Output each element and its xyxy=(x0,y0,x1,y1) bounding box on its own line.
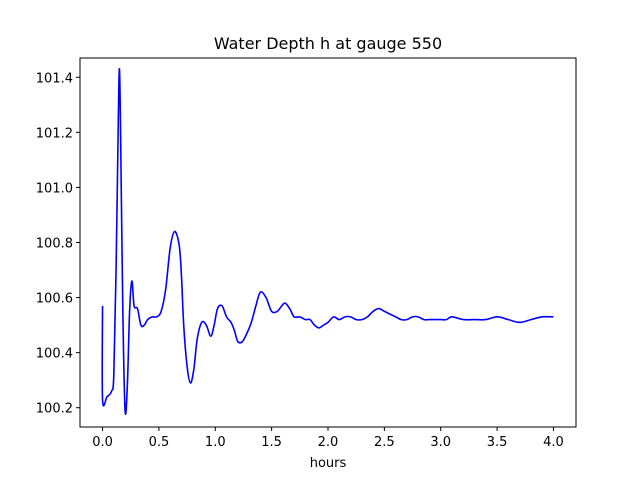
axis-ticks: 0.0 0.5 1.0 1.5 2.0 2.5 3.0 3.5 4.0 100.2 100.4 100… xyxy=(36,71,564,450)
y-tick-label: 100.4 xyxy=(36,347,73,362)
x-tick-label: 1.0 xyxy=(205,435,226,450)
x-tick-label: 3.0 xyxy=(430,435,451,450)
x-tick-label: 3.5 xyxy=(487,435,508,450)
y-tick-label: 100.8 xyxy=(36,237,73,252)
x-tick-label: 4.0 xyxy=(543,435,564,450)
plot-frame xyxy=(79,57,577,428)
x-tick-label: 2.0 xyxy=(318,435,339,450)
y-tick-label: 100.2 xyxy=(36,402,73,417)
y-tick-label: 100.6 xyxy=(36,292,73,307)
y-tick-label: 101.0 xyxy=(36,181,73,196)
x-tick-label: 0.5 xyxy=(149,435,170,450)
y-tick-label: 101.4 xyxy=(36,71,73,86)
plot-area xyxy=(101,68,554,415)
chart-title: Water Depth h at gauge 550 xyxy=(214,34,442,53)
y-tick-label: 101.2 xyxy=(36,126,73,141)
x-tick-label: 1.5 xyxy=(261,435,282,450)
x-tick-label: 2.5 xyxy=(374,435,395,450)
x-axis-label: hours xyxy=(310,456,347,471)
series-line xyxy=(101,68,554,415)
x-tick-label: 0.0 xyxy=(92,435,113,450)
